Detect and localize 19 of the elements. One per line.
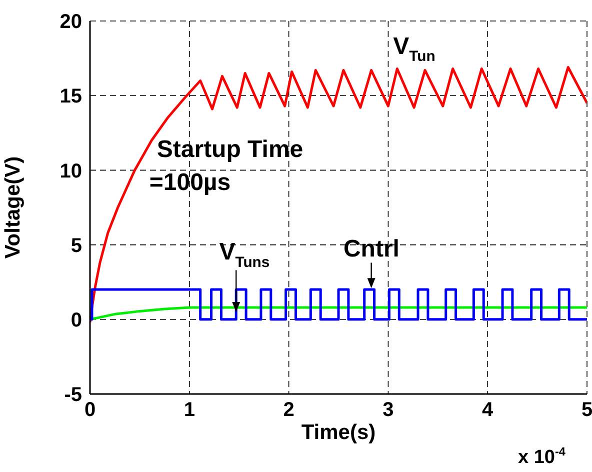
- x-tick-label: 1: [184, 399, 195, 422]
- series-label: V$_{Tun}$: [393, 32, 436, 66]
- y-tick-label: 5: [70, 234, 82, 257]
- y-tick-label: 0: [70, 310, 82, 332]
- y-axis-title: Voltage(V): [1, 156, 24, 259]
- series-label: Cntrl: [343, 236, 400, 263]
- x-tick-label: 5: [581, 399, 592, 422]
- x-axis-title: Time(s): [301, 420, 376, 444]
- x-tick-label: 2: [283, 399, 294, 422]
- x-tick-label: 4: [482, 399, 494, 422]
- y-tick-label: 15: [60, 86, 82, 108]
- y-tick-label: 10: [60, 160, 82, 182]
- y-tick-label: 20: [60, 11, 82, 34]
- x-tick-label: 3: [382, 399, 394, 422]
- annotation: Startup Time =100µs: [149, 136, 304, 196]
- line-series: [90, 66, 587, 324]
- y-tick-label: -5: [64, 384, 82, 406]
- series-label: V$_{Tuns}$: [219, 238, 270, 271]
- text: x 10$^{-4}$: [518, 445, 566, 468]
